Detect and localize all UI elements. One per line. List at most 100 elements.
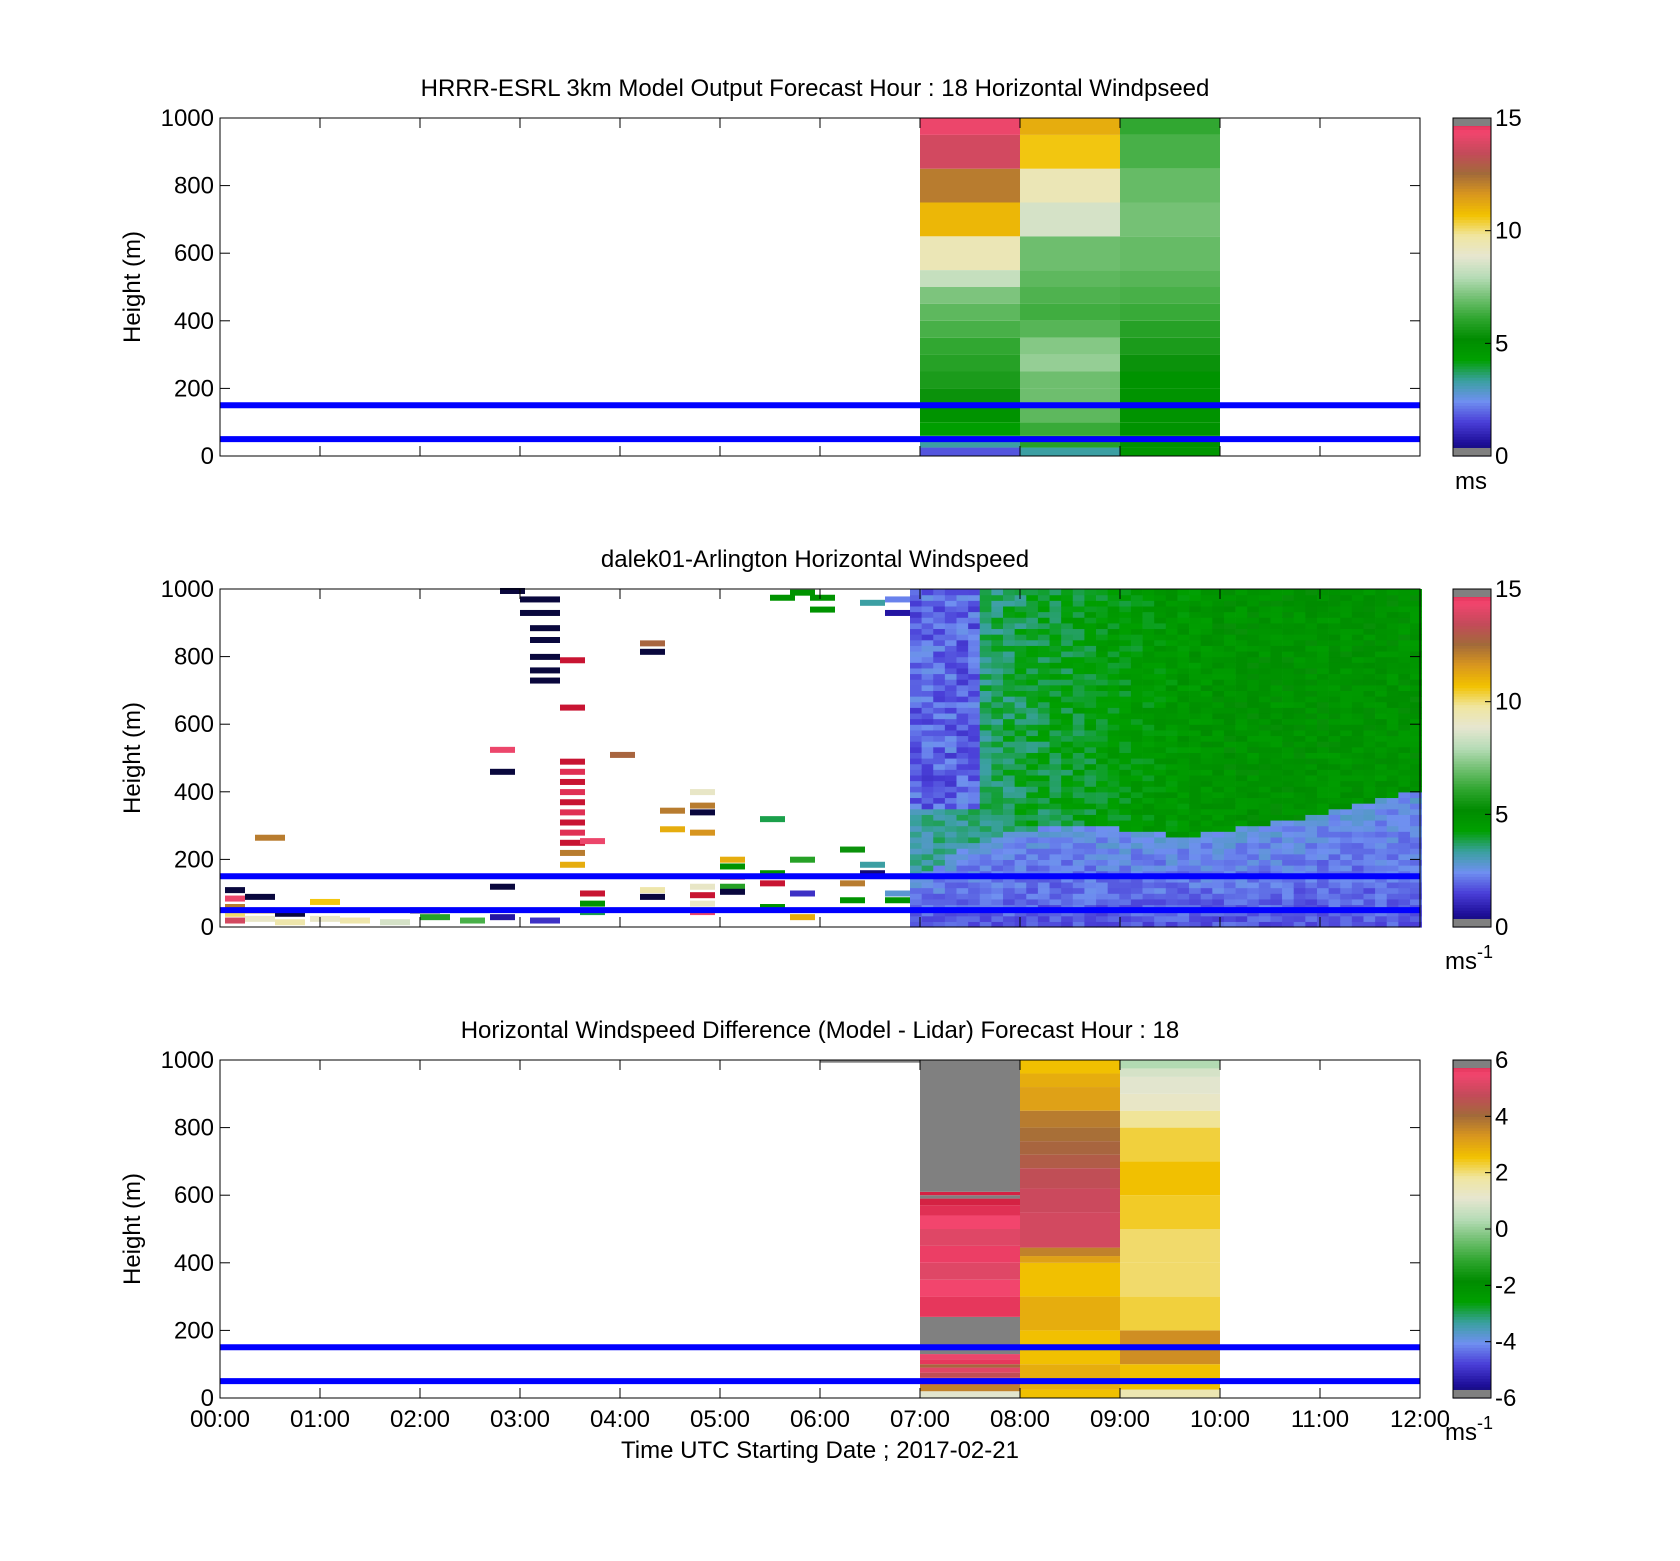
heatmap-cell [1084,701,1097,708]
heatmap-cell [1072,712,1085,720]
colorbar-segment [1453,653,1491,658]
heatmap-cell [1014,831,1027,838]
heatmap-cell [1096,819,1109,827]
heatmap-cell [1235,774,1248,782]
colorbar-segment [1453,292,1491,297]
heatmap-cell [1037,746,1050,753]
heatmap-cell [1212,848,1225,855]
heatmap-cell [1096,763,1109,770]
colorbar-segment [1453,295,1491,299]
colorbar-segment [1453,402,1491,406]
heatmap-cell [1212,724,1225,731]
colorbar-segment [1453,1355,1491,1360]
heatmap-cell [1165,628,1178,635]
heatmap-cell [1398,865,1411,872]
heatmap-cell [1107,921,1120,928]
heatmap-cell [1398,679,1411,686]
heatmap-cell [1398,741,1411,748]
heatmap-cell [1142,881,1155,889]
heatmap-cell [1130,684,1143,691]
heatmap-cell [921,634,934,641]
heatmap-cell [1026,763,1039,770]
heatmap-cell [1154,611,1167,618]
colorbar-segment [1453,1214,1491,1219]
heatmap-cell [1340,831,1353,838]
heatmap-cell [1014,594,1027,601]
heatmap-cell [1258,673,1271,680]
heatmap-cell [979,915,992,922]
heatmap-cell [1223,769,1236,776]
heatmap-cell [1305,605,1318,613]
heatmap-cell [1003,746,1015,753]
heatmap-cell [1072,825,1085,832]
colorbar-segment [1453,907,1491,911]
heatmap-cell [1351,758,1364,765]
heatmap-cell [1235,605,1248,613]
heatmap-cell [1247,887,1260,894]
heatmap-cell [1212,729,1225,737]
heatmap-cell [1223,639,1236,646]
colorbar-segment [1453,399,1491,404]
heatmap-cell [1107,701,1120,708]
heatmap-cell [1223,819,1236,827]
heatmap-cell [1177,758,1190,765]
heatmap-cell [1305,724,1318,731]
heatmap-cell [991,910,1004,917]
heatmap-cell [1165,656,1178,663]
heatmap-cell [1247,718,1260,725]
heatmap-cell [1375,819,1388,827]
colorbar-segment [1453,865,1491,869]
colorbar-segment [1453,698,1491,703]
colorbar-segment [1453,1296,1491,1301]
heatmap-cell [1398,662,1411,669]
heatmap-cell [921,656,934,663]
heatmap-cell [944,696,957,703]
heatmap-cell [1247,594,1260,601]
heatmap-cell [560,657,585,664]
heatmap-cell [979,701,992,708]
heatmap-cell [1282,656,1295,663]
heatmap-cell [1037,617,1050,624]
heatmap-cell [1363,594,1376,601]
heatmap-cell [1258,605,1271,613]
heatmap-cell [1119,774,1132,782]
colorbar-segment [1453,681,1491,686]
heatmap-cell [1142,589,1155,596]
heatmap-cell [1386,803,1399,810]
heatmap-cell [1375,876,1388,883]
heatmap-cell [1049,645,1062,652]
heatmap-cell [920,1384,1020,1392]
heatmap-cell [1375,910,1388,917]
heatmap-cell [1270,600,1283,607]
heatmap-cell [1165,842,1178,849]
colorbar-segment [1453,707,1491,711]
heatmap-cell [1235,876,1248,883]
heatmap-cell [1363,774,1376,782]
heatmap-cell [1200,679,1213,686]
colorbar-segment [1453,196,1491,201]
heatmap-cell [921,712,934,720]
colorbar-segment [1453,603,1491,607]
heatmap-cell [1305,673,1318,680]
heatmap-cell [1363,645,1376,652]
heatmap-cell [1107,797,1120,804]
heatmap-cell [968,797,981,804]
heatmap-cell [1130,650,1143,658]
heatmap-cell [956,639,969,646]
heatmap-cell [991,718,1004,725]
colorbar-segment [1453,608,1491,613]
heatmap-cell [1270,735,1283,742]
colorbar-segment [1453,1330,1491,1334]
heatmap-cell [1212,819,1225,827]
colorbar-segment [1453,1172,1491,1177]
heatmap-cell [956,594,969,601]
heatmap-cell [1340,701,1353,708]
heatmap-cell [1328,915,1341,922]
heatmap-cell [1305,881,1318,889]
heatmap-cell [1247,729,1260,737]
heatmap-cell [1084,656,1097,663]
heatmap-cell [1119,712,1132,720]
heatmap-cell [1410,791,1422,799]
heatmap-cell [956,605,969,613]
